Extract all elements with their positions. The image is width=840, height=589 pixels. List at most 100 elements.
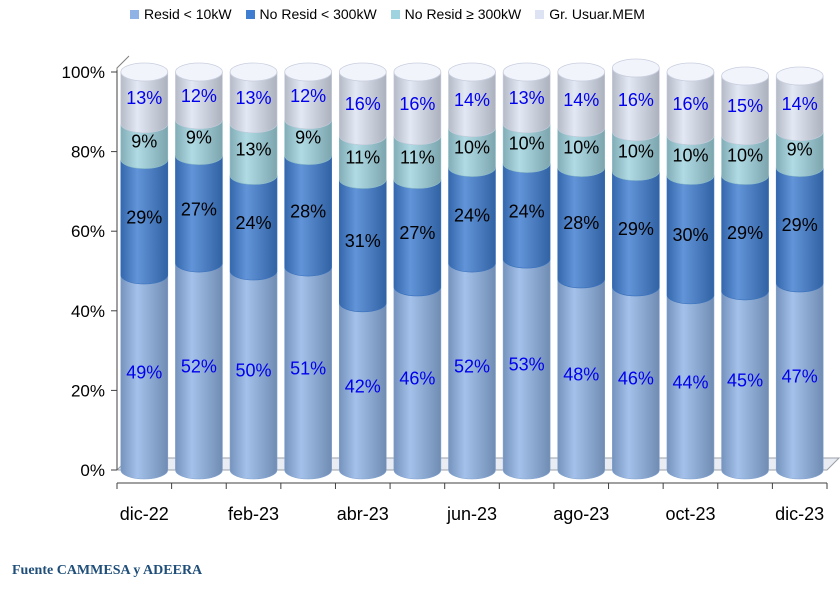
legend-item-0: Resid < 10kW xyxy=(130,6,232,22)
bar-top-cap xyxy=(393,62,442,82)
bar-feb-23 xyxy=(229,62,278,480)
data-label: 11% xyxy=(345,148,380,168)
data-label: 51% xyxy=(290,359,326,379)
data-label: 52% xyxy=(454,357,490,377)
y-tick-label: 60% xyxy=(71,222,105,241)
data-label: 12% xyxy=(181,86,217,106)
data-label: 10% xyxy=(727,146,763,166)
legend-label: No Resid < 300kW xyxy=(259,6,377,22)
data-label: 13% xyxy=(509,88,545,108)
bar-top-cap xyxy=(448,62,496,82)
legend-label: Gr. Usuar.MEM xyxy=(549,6,645,22)
chart-legend: Resid < 10kW No Resid < 300kW No Resid ≥ 3… xyxy=(130,6,659,22)
source-note: Fuente CAMMESA y ADEERA xyxy=(12,563,203,578)
data-label: 16% xyxy=(618,90,654,110)
data-label: 9% xyxy=(131,132,157,152)
data-label: 10% xyxy=(618,142,654,162)
data-label: 10% xyxy=(509,134,545,154)
data-label: 24% xyxy=(509,201,545,221)
data-label: 16% xyxy=(399,94,435,114)
data-label: 28% xyxy=(290,201,326,221)
legend-label: No Resid ≥ 300kW xyxy=(404,6,522,22)
y-axis: 0% 20% 40% 60% 80% 100% xyxy=(62,63,118,480)
bar-oct-23 xyxy=(666,62,715,480)
x-tick-label: jun-23 xyxy=(446,504,497,524)
data-label: 29% xyxy=(782,215,818,235)
stacked-percent-bar-chart: 0% 20% 40% 60% 80% 100% dic-22 feb-23 abr-23 jun… xyxy=(62,55,840,524)
bar-nov-23 xyxy=(721,66,769,480)
data-label: 45% xyxy=(727,370,763,390)
legend-item-2: No Resid ≥ 300kW xyxy=(390,6,522,22)
data-label: 10% xyxy=(454,138,490,158)
legend-swatch xyxy=(535,9,545,19)
bar-top-cap xyxy=(775,66,824,86)
data-label: 49% xyxy=(126,362,162,382)
bar-sep-23 xyxy=(611,58,660,480)
data-label: 10% xyxy=(563,138,599,158)
data-label: 11% xyxy=(400,148,435,168)
data-label: 13% xyxy=(236,88,272,108)
legend-swatch xyxy=(245,9,255,19)
data-label: 42% xyxy=(345,376,381,396)
data-label: 31% xyxy=(345,231,381,251)
bar-top-cap xyxy=(502,62,551,82)
bar-ene-23 xyxy=(175,62,223,480)
data-label: 29% xyxy=(126,207,162,227)
y-tick-label: 20% xyxy=(71,381,105,400)
legend-item-3: Gr. Usuar.MEM xyxy=(535,6,645,22)
bar-top-cap xyxy=(338,62,387,82)
legend-item-1: No Resid < 300kW xyxy=(245,6,377,22)
legend-label: Resid < 10kW xyxy=(144,6,232,22)
bar-dic-23 xyxy=(775,66,824,480)
data-label: 15% xyxy=(727,96,763,116)
x-tick-label: dic-23 xyxy=(775,504,824,524)
bar-top-cap xyxy=(721,66,769,86)
data-label: 9% xyxy=(186,128,212,148)
data-label: 13% xyxy=(126,88,162,108)
y-tick-label: 80% xyxy=(71,143,105,162)
data-label: 14% xyxy=(782,94,818,114)
data-label: 27% xyxy=(399,223,435,243)
x-tick-label: feb-23 xyxy=(228,504,279,524)
bar-top-cap xyxy=(557,62,606,82)
x-tick-label: abr-23 xyxy=(337,504,389,524)
bar-abr-23 xyxy=(338,62,387,480)
data-label: 14% xyxy=(454,90,490,110)
data-label: 47% xyxy=(782,366,818,386)
bar-top-cap xyxy=(611,58,660,78)
data-label: 27% xyxy=(181,199,217,219)
data-label: 52% xyxy=(181,357,217,377)
bar-ago-23 xyxy=(557,62,606,480)
bar-top-cap xyxy=(175,62,223,82)
data-label: 9% xyxy=(787,140,813,160)
y-tick-label: 40% xyxy=(71,302,105,321)
legend-swatch xyxy=(130,9,139,19)
bar-jul-23 xyxy=(502,62,551,480)
data-label: 16% xyxy=(345,94,381,114)
data-labels: 49% 29% 9% 13% 52% 27% 9% 12% 50% 24% 13% 13% 51% 28%… xyxy=(126,86,817,397)
bars xyxy=(120,58,824,480)
bar-dic-22 xyxy=(120,62,169,480)
data-label: 30% xyxy=(672,225,708,245)
data-label: 48% xyxy=(563,364,599,384)
y-tick-label: 100% xyxy=(62,63,105,82)
x-tick-label: dic-22 xyxy=(120,504,169,524)
data-label: 24% xyxy=(454,205,490,225)
bar-top-cap xyxy=(284,62,333,82)
data-label: 16% xyxy=(672,94,708,114)
data-label: 29% xyxy=(727,223,763,243)
x-tick-label: oct-23 xyxy=(665,504,715,524)
bar-mar-23 xyxy=(284,62,333,480)
x-axis: dic-22 feb-23 abr-23 jun-23 ago-23 oct-23 dic-… xyxy=(116,482,828,524)
legend-swatch xyxy=(390,9,400,19)
data-label: 29% xyxy=(618,219,654,239)
data-label: 10% xyxy=(672,146,708,166)
data-label: 50% xyxy=(236,361,272,381)
data-label: 46% xyxy=(399,368,435,388)
bar-top-cap xyxy=(666,62,715,82)
data-label: 12% xyxy=(290,86,326,106)
y-tick-label: 0% xyxy=(80,461,105,480)
data-label: 46% xyxy=(618,368,654,388)
bar-may-23 xyxy=(393,62,442,480)
bar-jun-23 xyxy=(448,62,496,480)
